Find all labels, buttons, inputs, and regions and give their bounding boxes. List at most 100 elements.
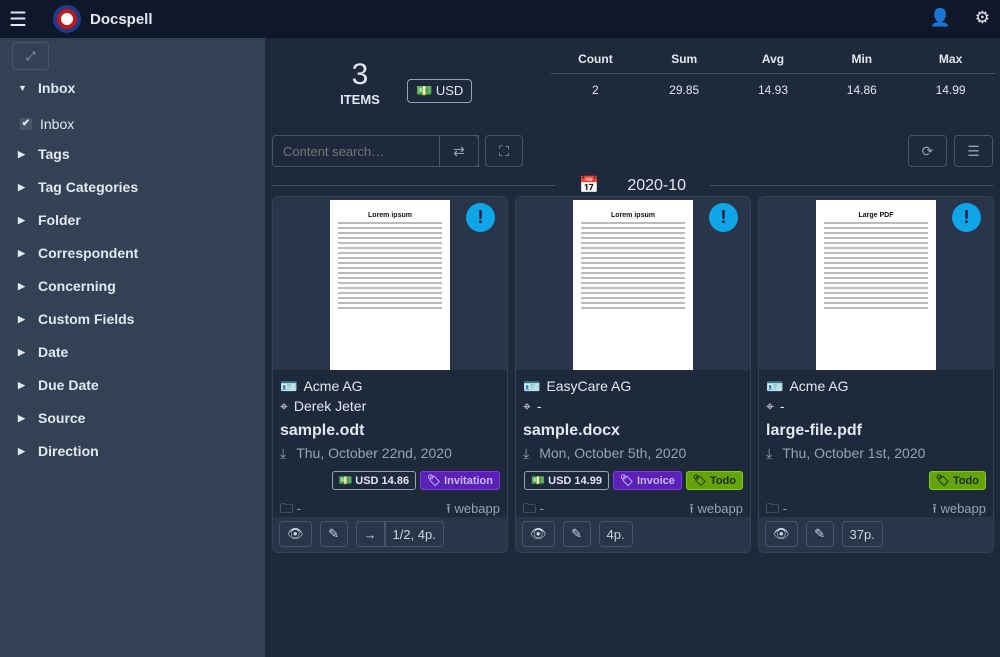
sidebar-item-date[interactable]: ▶ Date (18, 344, 69, 360)
item-preview[interactable]: Lorem ipsum! (273, 197, 507, 370)
crosshair-icon: ⌖ (280, 397, 288, 414)
folder-icon: 🗀 (523, 501, 537, 516)
direction-icon: ⤓ (766, 445, 773, 461)
money-icon: 💵 (416, 83, 433, 98)
item-count: 3 ITEMS (340, 58, 380, 107)
sidebar-item-due-date[interactable]: ▶ Due Date (18, 377, 99, 393)
eye-icon: 👁 (773, 526, 790, 541)
amount-label: 💵 USD 14.99 (524, 471, 609, 490)
app-title: Docspell (90, 10, 153, 28)
next-page-button[interactable]: → (355, 521, 385, 547)
item-card[interactable]: Lorem ipsum! 🪪 Acme AG ⌖ Derek Jeter sampl… (272, 196, 508, 553)
direction-icon: ⤓ (280, 445, 287, 461)
item-name[interactable]: large-file.pdf (766, 422, 863, 439)
sidebar: ⤢ ▼ Inbox ▶ Tags ▶ Tag Categories ▶ Folder ▶ Corr… (0, 38, 265, 657)
amount-label: 💵 USD 14.86 (331, 471, 417, 490)
tag-label[interactable]: 🏷 Invoice (612, 471, 682, 490)
crosshair-icon: ⌖ (766, 397, 774, 414)
page-count[interactable]: 1/2, 4p. (384, 521, 444, 547)
menu-icon[interactable]: ☰ (9, 8, 27, 31)
sidebar-item-direction[interactable]: ▶ Direction (18, 443, 99, 459)
tag-label[interactable]: 🏷 Todo (685, 471, 743, 490)
stat-value: 14.99 (935, 83, 966, 97)
new-item-icon: ! (709, 203, 738, 232)
search-input[interactable] (272, 135, 479, 167)
stat-value: 29.85 (669, 83, 700, 97)
page-count[interactable]: 4p. (598, 521, 633, 547)
fullscreen-button[interactable]: ⛶ (485, 135, 523, 167)
eye-icon: 👁 (287, 526, 304, 541)
caret-right-icon: ▶ (18, 214, 25, 225)
caret-right-icon: ▶ (18, 280, 25, 291)
folder-icon: 🗀 (766, 501, 780, 516)
page-count[interactable]: 37p. (841, 521, 883, 547)
new-item-icon: ! (466, 203, 495, 232)
expand-button[interactable]: ⤢ (12, 42, 49, 70)
top-bar: ☰ Docspell 👤 ⚙ (0, 0, 1000, 38)
caret-right-icon: ▶ (18, 412, 25, 423)
sidebar-item-custom-fields[interactable]: ▶ Custom Fields (18, 311, 135, 327)
new-item-icon: ! (952, 203, 981, 232)
settings-icon[interactable]: ⚙ (974, 8, 990, 27)
caret-down-icon: ▼ (18, 83, 27, 93)
calendar-icon: 📅 (578, 177, 599, 194)
stat-header: Sum (671, 52, 698, 66)
stat-header: Avg (761, 52, 785, 66)
search-mode-toggle[interactable]: ⇄ (439, 135, 479, 167)
caret-right-icon: ▶ (18, 379, 25, 390)
item-preview[interactable]: Large PDF! (759, 197, 993, 370)
stat-header: Count (578, 52, 613, 66)
stats-table: Count Sum Avg Min Max 2 29.85 14.93 14.86 14.99 (551, 52, 995, 97)
caret-right-icon: ▶ (18, 346, 25, 357)
docspell-logo[interactable] (53, 5, 81, 33)
item-name[interactable]: sample.docx (523, 422, 620, 439)
sidebar-item-inbox[interactable]: ▼ Inbox (18, 80, 76, 96)
item-preview[interactable]: Lorem ipsum! (516, 197, 750, 370)
item-card[interactable]: Lorem ipsum! 🪪 EasyCare AG ⌖ - sample.docx… (515, 196, 751, 553)
caret-right-icon: ▶ (18, 148, 25, 159)
correspondent-icon: 🪪 (280, 377, 298, 394)
tag-label[interactable]: 🏷 Todo (928, 471, 986, 490)
caret-right-icon: ▶ (18, 181, 25, 192)
main-content: 3 ITEMS 💵 USD Count Sum Avg Min Max 2 29.85 14.9… (265, 38, 1000, 657)
upload-icon: ⭱ (446, 501, 451, 516)
upload-icon: ⭱ (932, 501, 937, 516)
folder-icon: 🗀 (280, 501, 294, 516)
sidebar-item-source[interactable]: ▶ Source (18, 410, 86, 426)
edit-icon: ✎ (814, 526, 825, 541)
select-mode-button[interactable]: ☰ (954, 135, 993, 167)
edit-icon: ✎ (328, 526, 339, 541)
sidebar-item-concerning[interactable]: ▶ Concerning (18, 278, 116, 294)
edit-button[interactable]: ✎ (319, 521, 348, 547)
stat-value: 14.86 (846, 83, 877, 97)
direction-icon: ⤓ (523, 445, 530, 461)
caret-right-icon: ▶ (18, 445, 25, 456)
caret-right-icon: ▶ (18, 247, 25, 258)
upload-icon: ⭱ (689, 501, 694, 516)
currency-field: 💵 USD (407, 79, 473, 103)
preview-button[interactable]: 👁 (279, 521, 312, 547)
stat-value: 14.93 (757, 83, 788, 97)
sidebar-item-folder[interactable]: ▶ Folder (18, 212, 81, 228)
edit-button[interactable]: ✎ (805, 521, 834, 547)
sidebar-item-correspondent[interactable]: ▶ Correspondent (18, 245, 139, 261)
group-header: 📅 2020-10 (272, 175, 993, 195)
check-icon: ✔ (20, 118, 32, 130)
caret-right-icon: ▶ (18, 313, 25, 324)
arrow-right-icon: → (363, 526, 377, 542)
tag-label[interactable]: 🏷 Invitation (420, 471, 500, 490)
item-card[interactable]: Large PDF! 🪪 Acme AG ⌖ - large-file.pdf ⤓ T… (758, 196, 994, 553)
item-name[interactable]: sample.odt (280, 422, 365, 439)
user-icon[interactable]: 👤 (929, 8, 951, 27)
correspondent-icon: 🪪 (766, 377, 784, 394)
refresh-button[interactable]: ⟳ (908, 135, 947, 167)
preview-button[interactable]: 👁 (522, 521, 555, 547)
edit-button[interactable]: ✎ (562, 521, 591, 547)
preview-button[interactable]: 👁 (765, 521, 798, 547)
stat-header: Min (851, 52, 873, 66)
edit-icon: ✎ (571, 526, 582, 541)
correspondent-icon: 🪪 (523, 377, 541, 394)
inbox-checkbox[interactable]: ✔ Inbox (20, 116, 75, 132)
sidebar-item-tags[interactable]: ▶ Tags (18, 146, 70, 162)
sidebar-item-tag-categories[interactable]: ▶ Tag Categories (18, 179, 139, 195)
